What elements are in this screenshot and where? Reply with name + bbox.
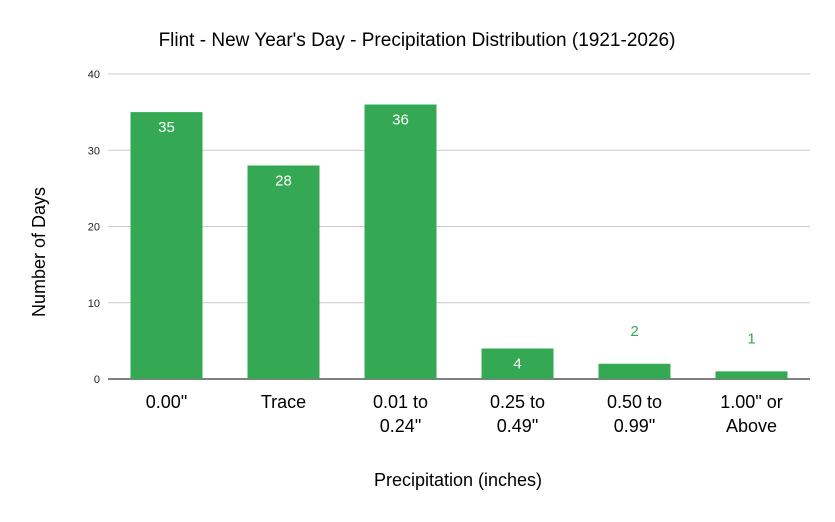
- y-axis-label: Number of Days: [29, 187, 49, 317]
- x-tick-label: Trace: [261, 392, 306, 412]
- chart-title: Flint - New Year's Day - Precipitation D…: [159, 30, 676, 51]
- data-label: 28: [275, 173, 292, 190]
- x-tick-labels: 0.00" Trace 0.01 to 0.24" 0.25 to 0.49" 0.50 t…: [146, 392, 783, 436]
- y-tick-label: 0: [94, 374, 100, 386]
- y-tick-labels: 0 10 20 30 40: [88, 69, 100, 386]
- gridlines: [108, 73, 810, 380]
- bar: [715, 371, 788, 379]
- data-label: 35: [158, 119, 175, 136]
- y-tick-label: 40: [88, 69, 100, 81]
- data-label: 2: [630, 323, 638, 340]
- data-label: 1: [747, 330, 755, 347]
- x-axis-label: Precipitation (inches): [374, 470, 542, 490]
- bar: [364, 104, 437, 379]
- data-label: 4: [513, 356, 521, 373]
- bar: [598, 363, 671, 379]
- x-tick-label: 0.25 to 0.49": [490, 392, 545, 436]
- data-labels: 35 28 36 4 2 1: [158, 112, 756, 373]
- data-label: 36: [392, 112, 409, 129]
- y-tick-label: 20: [88, 222, 100, 234]
- bar: [130, 112, 203, 379]
- x-tick-label: 1.00" or Above: [720, 392, 782, 436]
- x-tick-label: 0.00": [146, 392, 187, 412]
- x-tick-label: 0.01 to 0.24": [373, 392, 428, 436]
- bar: [247, 165, 320, 379]
- bar: [481, 348, 554, 379]
- y-tick-label: 30: [88, 145, 100, 157]
- y-tick-label: 10: [88, 298, 100, 310]
- bars: [130, 104, 788, 379]
- x-tick-label: 0.50 to 0.99": [607, 392, 662, 436]
